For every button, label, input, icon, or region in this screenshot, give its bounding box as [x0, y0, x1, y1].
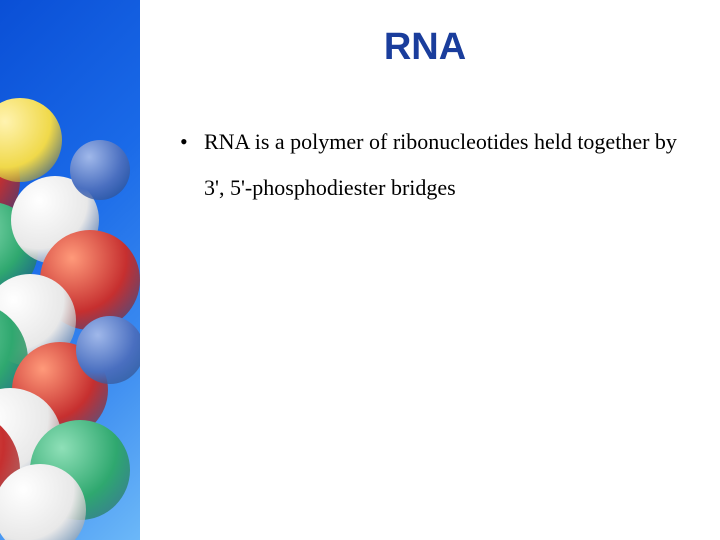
slide: RNA RNA is a polymer of ribonucleotides …	[0, 0, 720, 540]
slide-content: RNA RNA is a polymer of ribonucleotides …	[140, 0, 720, 540]
sidebar-molecule-image	[0, 0, 140, 540]
slide-title: RNA	[160, 26, 690, 69]
atom	[70, 140, 130, 200]
bullet-list: RNA is a polymer of ribonucleotides held…	[160, 119, 690, 211]
bullet-item: RNA is a polymer of ribonucleotides held…	[180, 119, 690, 211]
atom	[76, 316, 140, 384]
